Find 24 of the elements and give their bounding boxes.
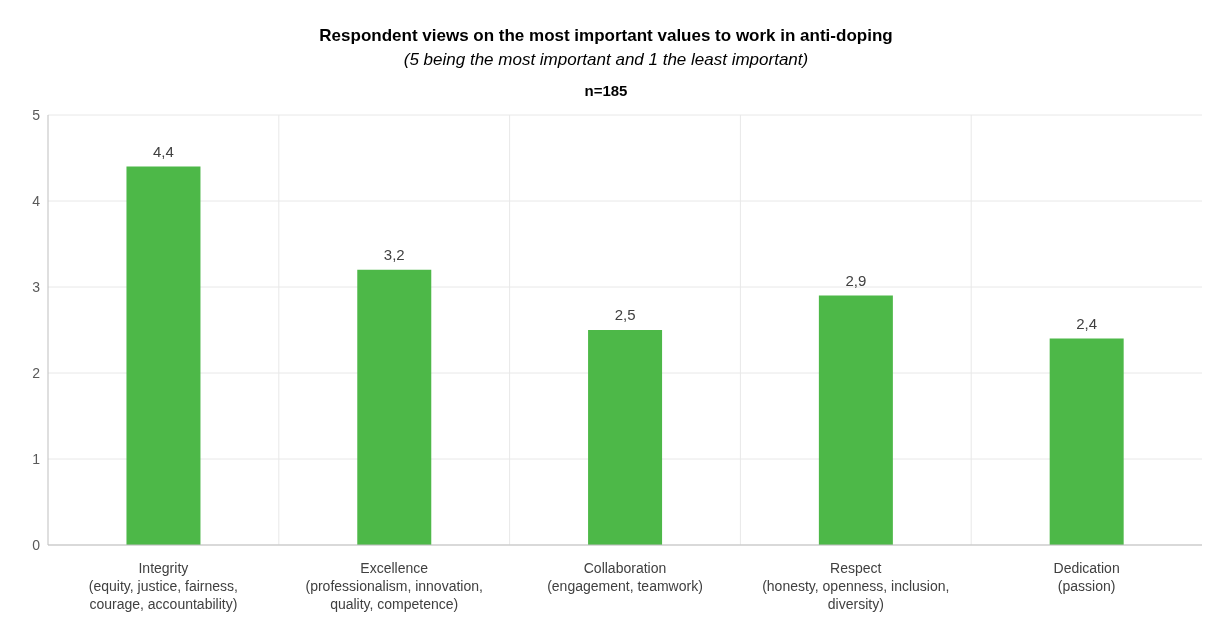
- chart-subtitle: (5 being the most important and 1 the least important): [402, 50, 810, 70]
- x-tick-label: Integrity (equity, justice, fairness, courage, accountability): [88, 560, 238, 612]
- x-tick-label: Dedication (passion): [1053, 560, 1120, 594]
- data-label: 2,9: [845, 271, 867, 289]
- data-label: 4,4: [153, 142, 174, 160]
- bar: [818, 295, 893, 545]
- y-tick-label: 4: [32, 192, 41, 209]
- y-tick-label: 0: [32, 536, 41, 553]
- x-tick-label: Respect (honesty, openness, inclusion, diversity): [762, 560, 950, 612]
- bar: [1049, 338, 1124, 545]
- data-label: 3,2: [383, 245, 405, 263]
- y-tick-label: 3: [32, 278, 41, 295]
- bar: [357, 269, 432, 545]
- bar: [126, 166, 201, 545]
- y-tick-label: 2: [32, 364, 41, 381]
- data-label: 2,4: [1076, 314, 1098, 332]
- y-tick-label: 1: [32, 450, 41, 467]
- chart-title: Respondent views on the most important values to work in anti-doping: [318, 26, 894, 46]
- y-tick-label: 5: [32, 106, 41, 123]
- x-tick-label: Collaboration (engagement, teamwork): [547, 560, 703, 594]
- data-label: 2,5: [614, 306, 636, 323]
- text: n=185: [583, 82, 629, 99]
- bar: [588, 330, 663, 545]
- x-tick-label: Excellence (professionalism, innovation, quality, competence): [305, 560, 483, 612]
